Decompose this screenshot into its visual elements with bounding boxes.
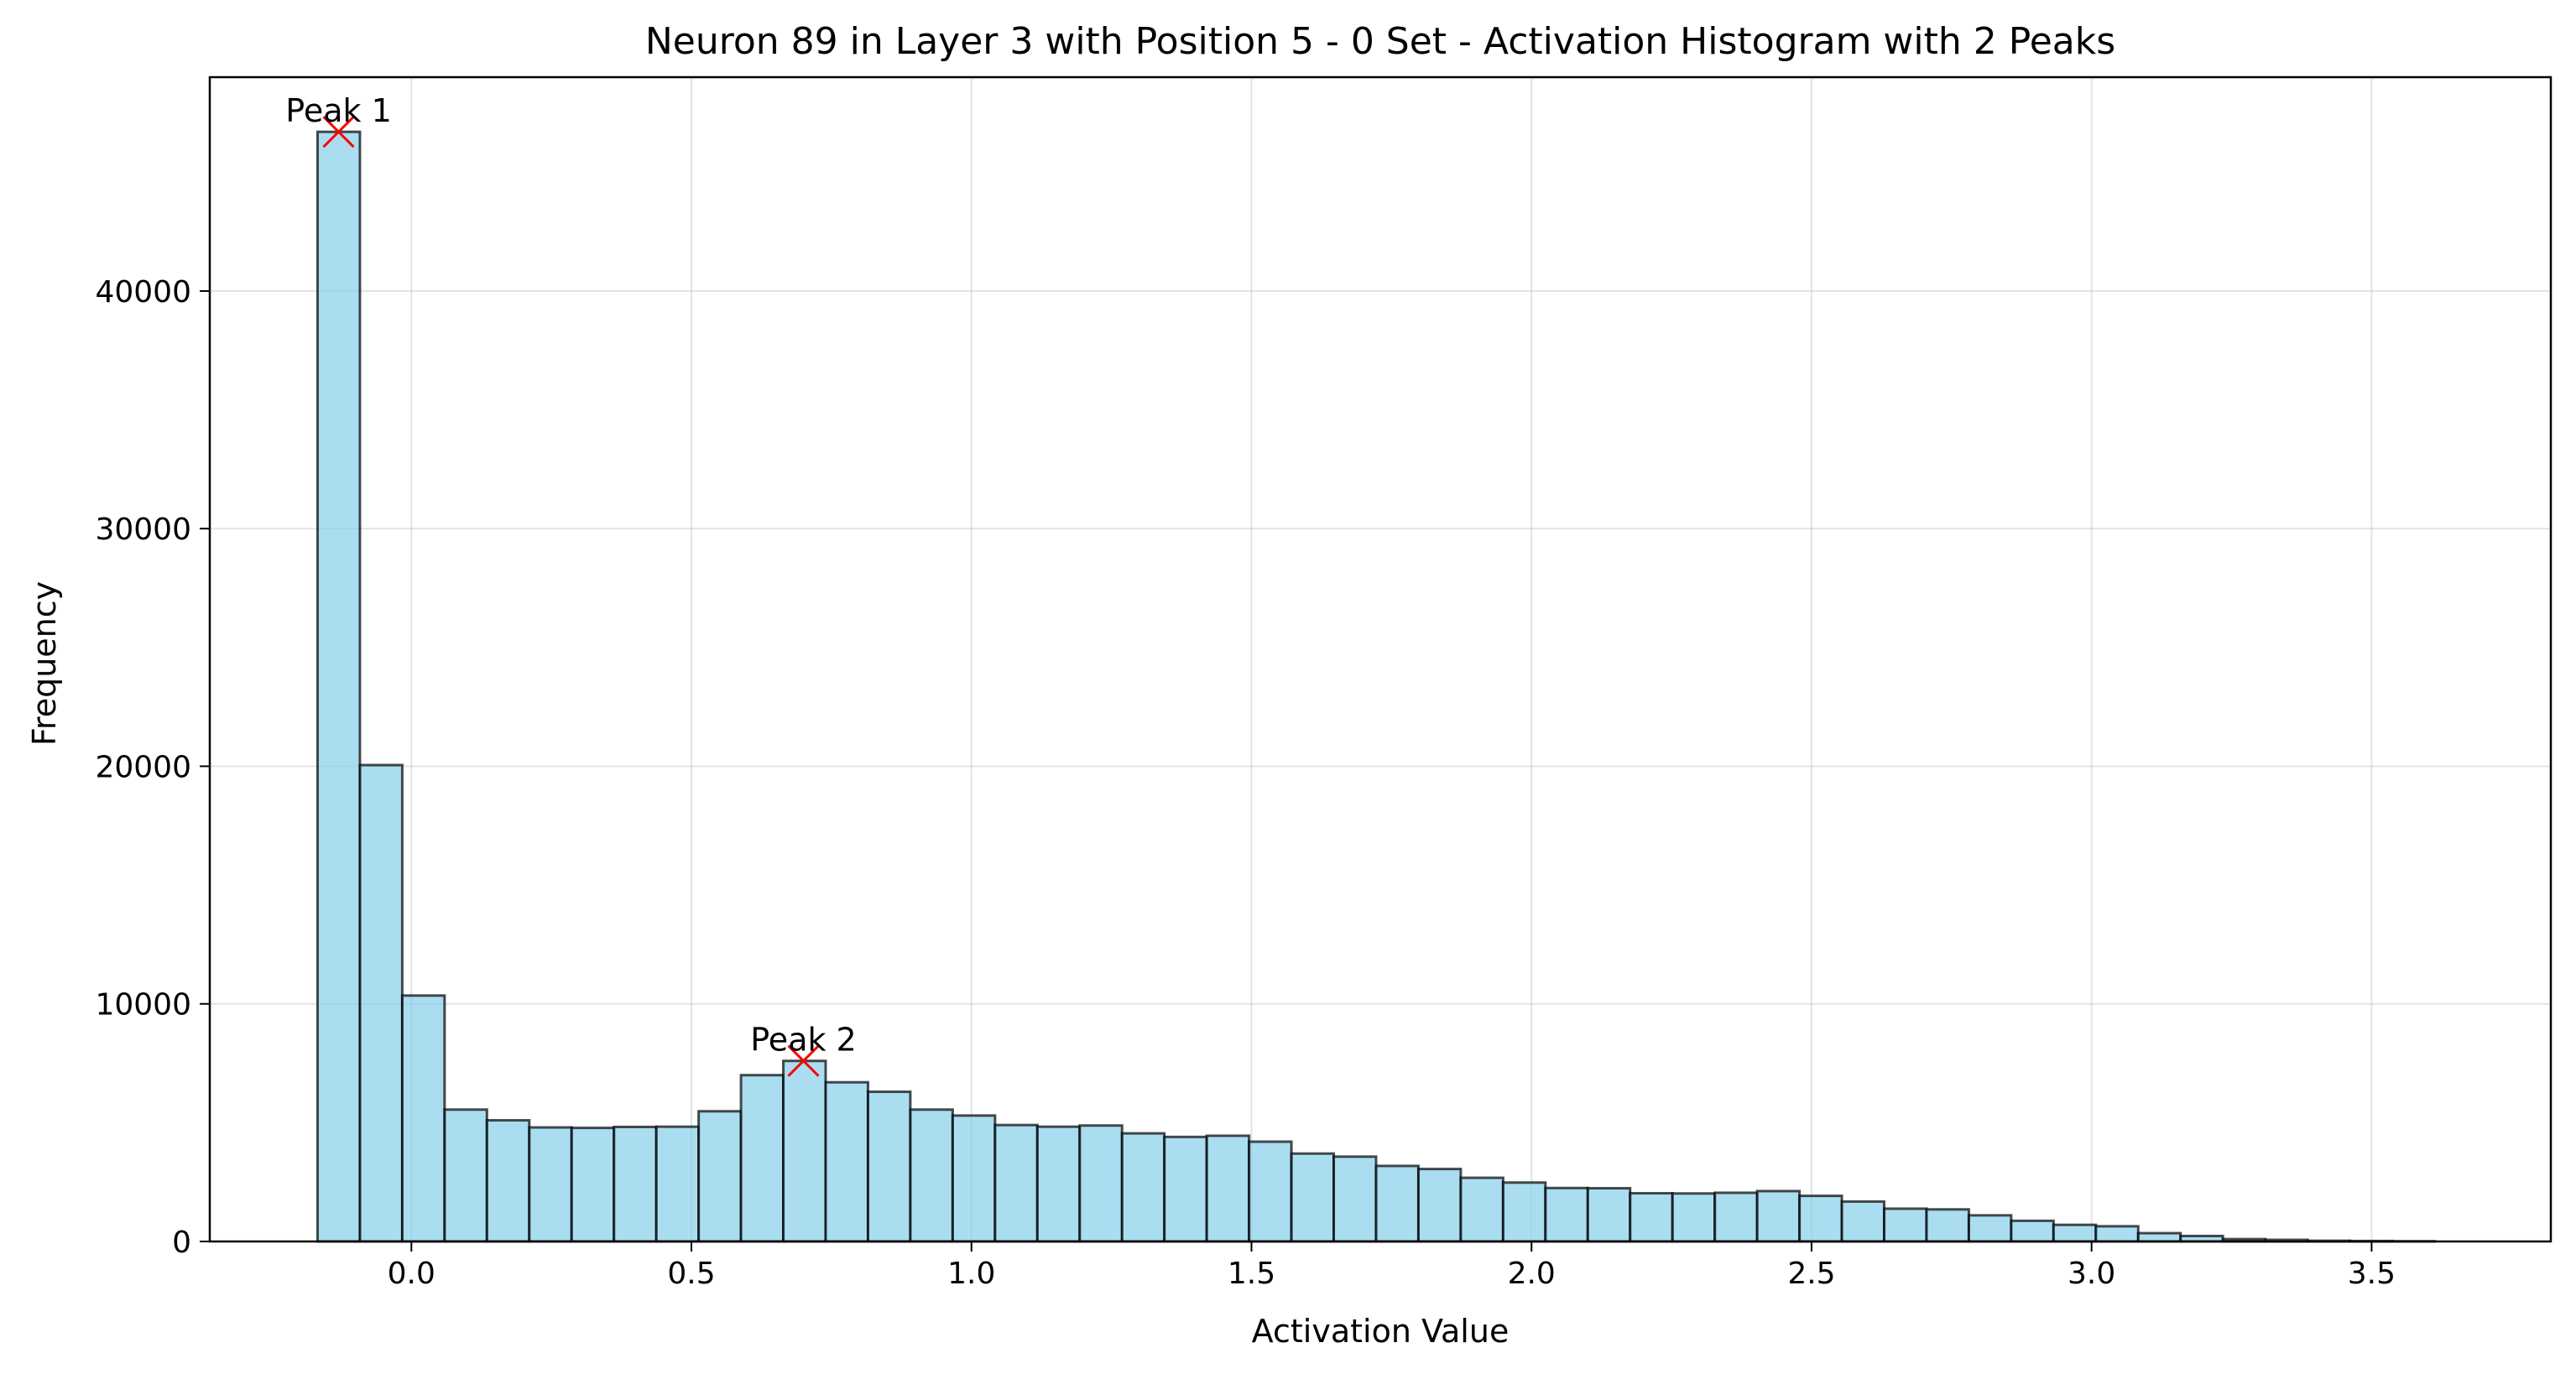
x-tick-label: 2.0 bbox=[1508, 1257, 1556, 1291]
x-tick-label: 1.5 bbox=[1228, 1257, 1275, 1291]
histogram-bar bbox=[1374, 1164, 1420, 1243]
chart-title: Neuron 89 in Layer 3 with Position 5 - 0… bbox=[645, 20, 2115, 63]
x-axis-ticks: 0.0 0.5 1.0 1.5 2.0 2.5 3.0 3.5 bbox=[388, 1241, 2396, 1291]
histogram-bar bbox=[782, 1059, 827, 1243]
x-tick-label: 3.0 bbox=[2068, 1257, 2115, 1291]
peak-marker-stroke bbox=[322, 116, 355, 148]
histogram-bar bbox=[697, 1110, 743, 1243]
y-tick-label: 20000 bbox=[95, 750, 191, 784]
histogram-bar bbox=[2010, 1219, 2055, 1243]
x-tick-label: 0.0 bbox=[388, 1257, 435, 1291]
histogram-bar bbox=[528, 1126, 573, 1243]
plot-frame bbox=[208, 75, 2553, 1243]
histogram-bar bbox=[1629, 1191, 1674, 1243]
peak-marker-stroke bbox=[787, 1044, 820, 1077]
histogram-bar bbox=[1883, 1207, 1928, 1243]
histogram-bar bbox=[570, 1127, 616, 1243]
histogram-bar bbox=[654, 1125, 701, 1243]
bars-layer bbox=[315, 130, 2437, 1243]
y-tick-label: 0 bbox=[172, 1226, 191, 1260]
histogram-bar bbox=[1798, 1194, 1843, 1243]
y-tick-label: 40000 bbox=[95, 275, 191, 310]
histogram-bar bbox=[485, 1119, 531, 1243]
histogram-bar bbox=[2052, 1223, 2098, 1243]
histogram-bar bbox=[1967, 1214, 2013, 1243]
peaks-layer: Peak 1 Peak 2 bbox=[285, 92, 857, 1077]
histogram-bar bbox=[1586, 1187, 1632, 1243]
histogram-bar bbox=[443, 1108, 488, 1243]
histogram-bar bbox=[951, 1114, 997, 1243]
y-tick-label: 30000 bbox=[95, 513, 191, 547]
y-tick-label: 10000 bbox=[95, 988, 191, 1023]
histogram-bar bbox=[1120, 1132, 1166, 1243]
histogram-bar bbox=[2136, 1231, 2182, 1243]
histogram-bar bbox=[1501, 1181, 1547, 1243]
histogram-bar bbox=[2094, 1225, 2140, 1243]
x-tick-label: 3.5 bbox=[2348, 1257, 2396, 1291]
histogram-bar bbox=[824, 1080, 869, 1243]
histogram-bar bbox=[739, 1074, 785, 1243]
histogram-bar bbox=[1163, 1135, 1208, 1243]
grid-layer bbox=[210, 77, 2551, 1242]
histogram-bar bbox=[1713, 1191, 1759, 1243]
histogram-bar bbox=[1544, 1186, 1589, 1243]
histogram-bar bbox=[1035, 1125, 1082, 1243]
histogram-bar bbox=[1290, 1152, 1336, 1243]
histogram-bar bbox=[1671, 1192, 1717, 1243]
histogram-bar bbox=[613, 1125, 658, 1243]
x-axis-label: Activation Value bbox=[1252, 1313, 1510, 1350]
histogram-bar bbox=[1416, 1168, 1463, 1243]
histogram-bar bbox=[909, 1108, 954, 1243]
histogram-bar bbox=[1755, 1189, 1802, 1243]
histogram-bar bbox=[1205, 1134, 1251, 1243]
histogram-bar bbox=[1925, 1208, 1970, 1243]
histogram-bar bbox=[400, 994, 446, 1243]
histogram-bar bbox=[358, 763, 404, 1243]
y-axis-ticks: 0 10000 20000 30000 40000 bbox=[95, 275, 210, 1260]
peak-marker bbox=[322, 116, 355, 148]
histogram-bar bbox=[993, 1123, 1039, 1243]
histogram-bar bbox=[315, 130, 362, 1243]
x-tick-label: 2.5 bbox=[1787, 1257, 1835, 1291]
peak-label: Peak 1 bbox=[285, 92, 392, 129]
histogram-bar bbox=[1078, 1124, 1124, 1243]
peak-label: Peak 2 bbox=[750, 1022, 857, 1059]
histogram-bar bbox=[1248, 1140, 1293, 1243]
x-tick-label: 1.0 bbox=[947, 1257, 995, 1291]
histogram-bar bbox=[1459, 1176, 1504, 1243]
histogram-bar bbox=[1840, 1200, 1886, 1243]
histogram-bar bbox=[866, 1090, 912, 1243]
histogram-bar bbox=[1332, 1155, 1378, 1243]
peak-marker bbox=[787, 1044, 820, 1077]
x-tick-label: 0.5 bbox=[667, 1257, 715, 1291]
y-axis-label: Frequency bbox=[26, 581, 63, 746]
